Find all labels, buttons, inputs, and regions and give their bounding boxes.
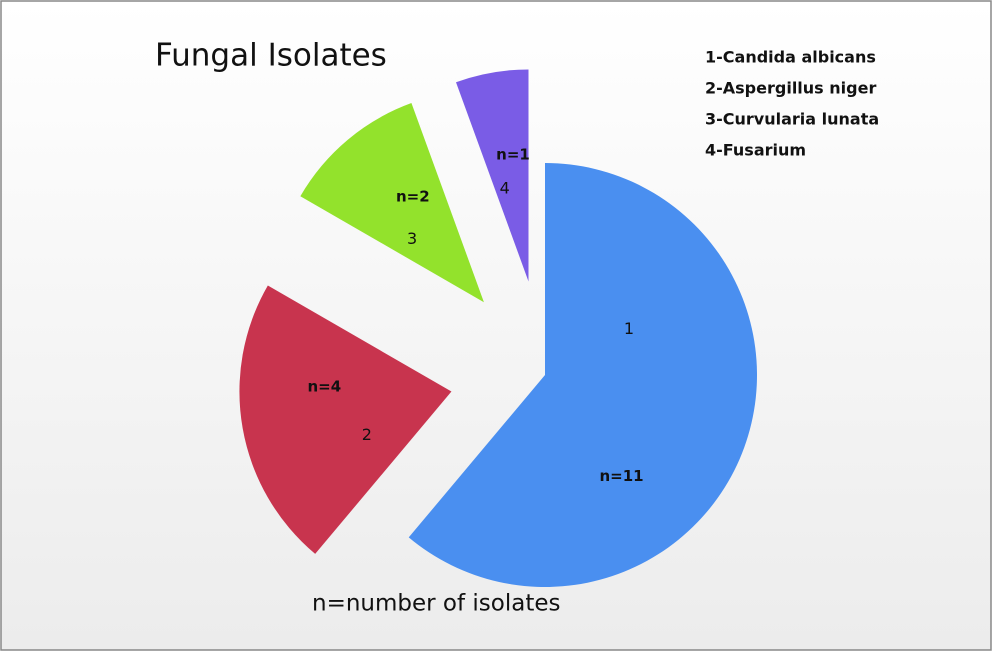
slice-category-label: 1 [624, 319, 634, 338]
slice-value-label: n=4 [307, 378, 341, 396]
pie-slice [408, 163, 757, 587]
slice-category-label: 3 [407, 229, 417, 248]
legend-entry: 1-Candida albicans [705, 48, 876, 67]
chart-title: Fungal Isolates [155, 38, 387, 74]
pie-slice [455, 69, 529, 282]
slice-value-label: n=1 [496, 146, 530, 164]
legend: 1-Candida albicans 2-Aspergillus niger 3-C… [705, 48, 879, 160]
slice-category-label: 2 [362, 425, 372, 444]
pie-slice [300, 103, 484, 303]
legend-entry: 3-Curvularia lunata [705, 110, 879, 129]
chart-note: n=number of isolates [312, 591, 561, 617]
slice-value-label: n=2 [396, 187, 430, 205]
legend-entry: 4-Fusarium [705, 141, 806, 160]
pie-slice [239, 285, 452, 554]
slice-category-label: 4 [500, 179, 510, 198]
legend-entry: 2-Aspergillus niger [705, 79, 876, 98]
slice-value-label: n=11 [599, 467, 643, 485]
